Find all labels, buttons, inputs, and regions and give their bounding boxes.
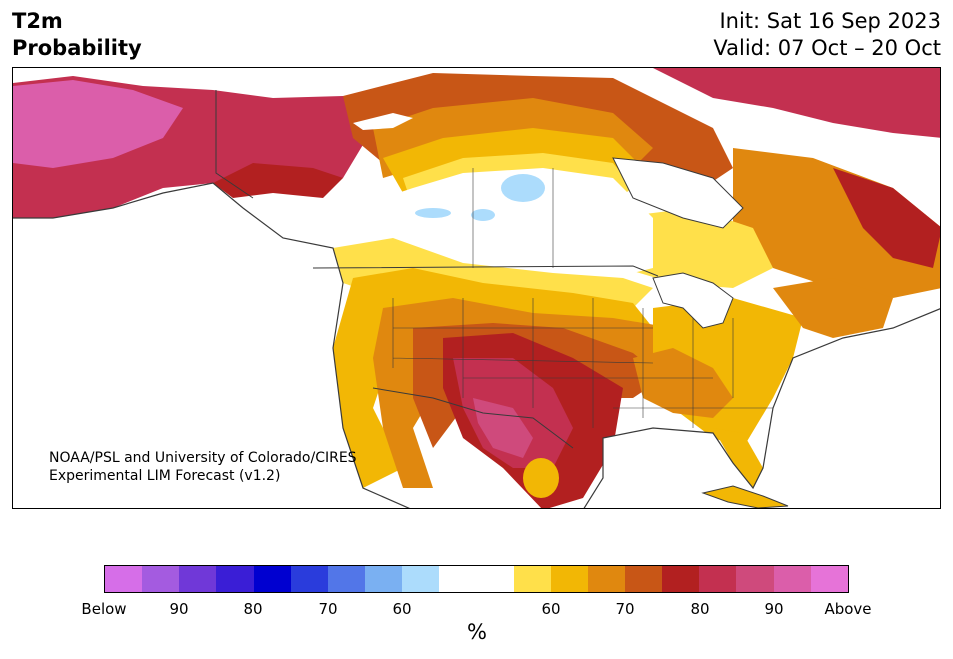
colorbar-swatch	[142, 566, 180, 592]
prairie-lightblue-1	[501, 174, 545, 202]
colorbar-tick-label: 60	[392, 600, 412, 618]
colorbar-swatch	[736, 566, 774, 592]
quebec-orange	[733, 148, 940, 298]
product-label: Probability	[12, 36, 142, 60]
east-canada-red	[653, 68, 940, 138]
alaska-border	[215, 90, 254, 199]
great-lakes	[652, 272, 734, 329]
colorbar-swatch	[550, 566, 588, 592]
colorbar-swatch	[216, 566, 254, 592]
colorbar-swatch	[476, 566, 514, 592]
colorbar-tick-label: 80	[690, 600, 710, 618]
colorbar-tick-label: Above	[824, 600, 872, 618]
colorbar-tick-label: 80	[243, 600, 263, 618]
east-coastline	[583, 308, 940, 508]
credit-text: NOAA/PSL and University of Colorado/CIRE…	[49, 449, 357, 485]
colorbar-tick-label: 70	[615, 600, 635, 618]
colorbar-swatch	[179, 566, 217, 592]
colorbar-swatch	[773, 566, 811, 592]
atlantic-ocean	[763, 308, 940, 508]
pacific-ocean	[13, 183, 409, 508]
east-us-amber	[633, 348, 733, 418]
colorbar-units: %	[467, 620, 487, 644]
us-canada-border	[312, 265, 659, 277]
variable-label: T2m	[12, 9, 63, 33]
colorbar-swatch	[624, 566, 663, 592]
prairie-lightblue-3	[415, 208, 451, 218]
west-coastline	[13, 182, 410, 508]
colorbar-swatch	[402, 566, 440, 592]
colorbar-swatch	[327, 566, 365, 592]
northeast-orange	[773, 278, 893, 338]
credit-line-1: NOAA/PSL and University of Colorado/CIRE…	[49, 450, 357, 466]
colorbar	[104, 565, 849, 593]
map-title: T2m Probability	[12, 8, 142, 62]
prairie-lightblue-2	[471, 209, 495, 221]
valid-period: Valid: 07 Oct – 20 Oct	[713, 36, 941, 60]
hudson-bay	[612, 157, 744, 229]
florida-gold	[713, 428, 763, 488]
state-lines	[392, 168, 773, 428]
canada-lake	[353, 113, 413, 130]
us-mexico-border	[372, 387, 574, 449]
colorbar-swatch	[662, 566, 700, 592]
cuba	[701, 485, 789, 508]
gulf-of-mexico	[584, 428, 753, 508]
colorbar-swatch	[290, 566, 328, 592]
colorbar-tick-label: Below	[81, 600, 127, 618]
init-date: Init: Sat 16 Sep 2023	[719, 9, 941, 33]
colorbar-swatch	[810, 566, 848, 592]
alaska-band	[213, 163, 343, 198]
alaska-core	[13, 80, 183, 168]
forecast-dates: Init: Sat 16 Sep 2023 Valid: 07 Oct – 20…	[713, 8, 941, 62]
colorbar-swatch	[105, 566, 143, 592]
forecast-map	[12, 67, 941, 509]
colorbar-tick-label: 90	[169, 600, 189, 618]
colorbar-swatch	[699, 566, 737, 592]
colorbar-swatch	[439, 566, 477, 592]
colorbar-swatch	[364, 566, 403, 592]
mexico-gold-spot	[523, 458, 559, 498]
colorbar-swatch	[513, 566, 551, 592]
colorbar-tick-label: 70	[318, 600, 338, 618]
map-canvas	[13, 68, 940, 508]
colorbar-tick-label: 90	[764, 600, 784, 618]
labrador-red	[833, 168, 940, 268]
colorbar-swatch	[253, 566, 291, 592]
colorbar-tick-label: 60	[541, 600, 561, 618]
colorbar-swatch	[587, 566, 625, 592]
credit-line-2: Experimental LIM Forecast (v1.2)	[49, 468, 281, 484]
